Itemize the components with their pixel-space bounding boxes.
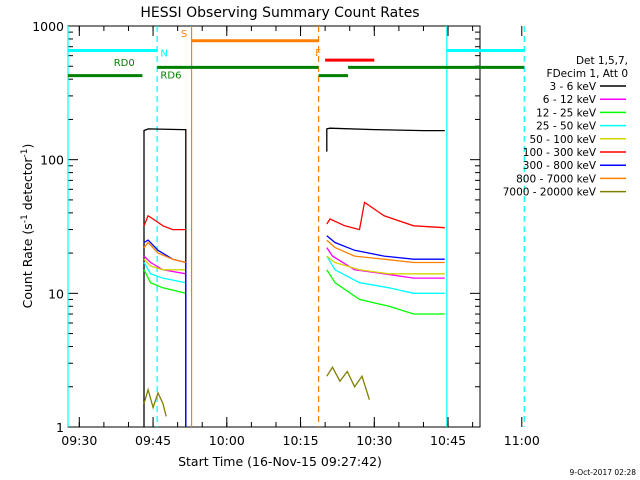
legend-label: 100 - 300 keV (523, 147, 597, 159)
series-line (326, 235, 445, 260)
series-line (143, 258, 186, 271)
flag-annotation: F (315, 48, 321, 59)
footer-timestamp: 9-Oct-2017 02:28 (570, 468, 637, 477)
series-line (326, 269, 445, 315)
legend-label: 25 - 50 keV (536, 121, 597, 133)
flag-annotation: RD6 (160, 70, 181, 81)
series-line (326, 201, 445, 231)
x-tick-label: 09:45 (135, 433, 171, 448)
series-line (326, 247, 445, 279)
y-tick-label: 100 (40, 153, 64, 168)
chart-title: HESSI Observing Summary Count Rates (140, 5, 419, 21)
legend-label: 800 - 7000 keV (516, 173, 597, 185)
series-line (143, 255, 186, 275)
x-tick-label: 10:15 (283, 433, 319, 448)
series-line (143, 214, 186, 231)
series-line (143, 128, 187, 427)
y-tick-label: 1 (56, 420, 64, 435)
series-line (326, 127, 445, 152)
legend-label: 3 - 6 keV (549, 81, 596, 93)
x-axis-label: Start Time (16-Nov-15 09:27:42) (178, 454, 382, 469)
y-tick-label: 1000 (32, 19, 64, 34)
plot-area (67, 25, 525, 428)
series-line (326, 365, 371, 400)
x-tick-label: 10:30 (356, 433, 392, 448)
x-tick-label: 11:00 (504, 433, 540, 448)
y-axis-label-text: Count Rate (s (20, 223, 35, 308)
flag-annotation: N (160, 49, 167, 60)
y-axis-label-exponent: -1 (20, 214, 30, 223)
series-line (143, 269, 186, 294)
legend-label: 6 - 12 keV (543, 94, 597, 106)
x-tick-label: 10:45 (430, 433, 466, 448)
legend-label: 50 - 100 keV (529, 134, 596, 146)
legend-header: Det 1,5,7, (576, 55, 628, 67)
legend-label: 12 - 25 keV (536, 107, 597, 119)
series-line (143, 239, 187, 427)
series-line (326, 255, 445, 294)
legend-label: 7000 - 20000 keV (503, 187, 597, 199)
series-line (326, 255, 445, 275)
series-line (143, 241, 186, 264)
y-tick-label: 10 (48, 286, 64, 301)
x-tick-label: 09:30 (61, 433, 97, 448)
legend-label: 300 - 800 keV (523, 160, 597, 172)
y-axis-label-close: ) (20, 144, 35, 149)
flag-annotation: RD0 (114, 58, 135, 69)
flag-annotation: S (181, 29, 187, 40)
y-axis-label: Count Rate (s-1 detector-1) (20, 144, 35, 309)
y-axis-label-unit: detector (20, 157, 35, 215)
series-line (326, 239, 445, 264)
y-axis-label-unit-exponent: -1 (20, 149, 30, 158)
x-tick-label: 10:00 (209, 433, 245, 448)
legend-header: FDecim 1, Att 0 (547, 68, 628, 80)
series-line (143, 387, 167, 417)
series-line (143, 262, 186, 284)
